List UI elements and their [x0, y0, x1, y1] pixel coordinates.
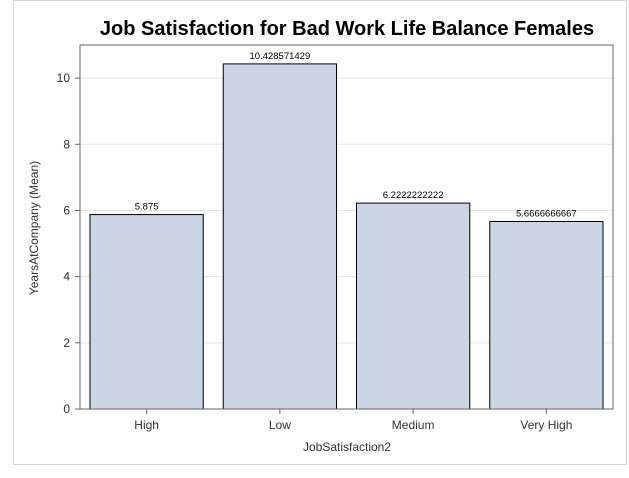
- y-axis-label: YearsAtCompany (Mean): [27, 161, 41, 295]
- x-tick-label-low: Low: [269, 418, 291, 432]
- bars-group: 5.875 10.428571429 6.2222222222 5.666666666…: [89, 51, 604, 410]
- y-axis-ticks: 0 2 4 6 8 10: [57, 71, 80, 416]
- bar-very-high: [489, 220, 604, 410]
- x-axis-ticks: High Low Medium Very High: [134, 409, 572, 432]
- y-tick-label-1: 2: [63, 336, 70, 350]
- bar-medium: [355, 202, 471, 410]
- y-tick-label-4: 8: [63, 137, 70, 151]
- plot-area-border: [79, 44, 614, 410]
- data-label-very-high: 5.6666666667: [516, 208, 577, 219]
- bar-low: [222, 63, 338, 410]
- x-tick-label-medium: Medium: [392, 418, 435, 432]
- y-tick-label-0: 0: [63, 402, 70, 416]
- chart-title: Job Satisfaction for Bad Work Life Balan…: [100, 18, 594, 40]
- data-label-medium: 6.2222222222: [383, 190, 444, 201]
- x-tick-label-very-high: Very High: [520, 418, 572, 432]
- x-axis-label: JobSatisfaction2: [303, 440, 391, 454]
- data-label-high: 5.875: [135, 202, 159, 213]
- data-label-low: 10.428571429: [249, 51, 310, 62]
- x-tick-label-high: High: [134, 418, 159, 432]
- y-tick-label-5: 10: [57, 71, 71, 85]
- bar-high: [89, 214, 204, 410]
- y-tick-label-3: 6: [63, 203, 70, 217]
- y-tick-label-2: 4: [63, 270, 70, 284]
